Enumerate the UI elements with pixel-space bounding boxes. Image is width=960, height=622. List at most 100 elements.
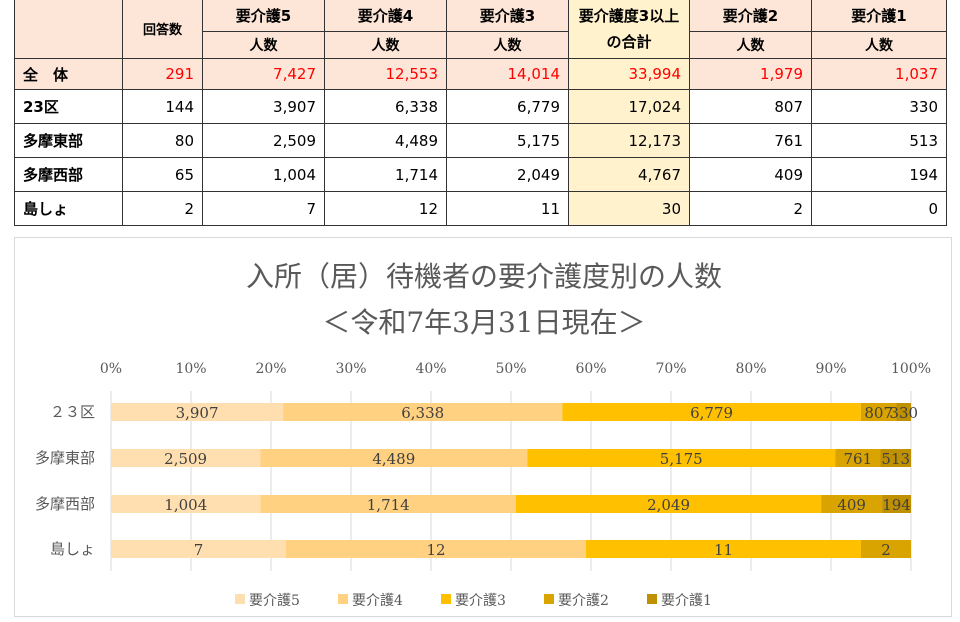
table-row: 23区 144 3,907 6,338 6,779 17,024 807 330 [14, 89, 947, 124]
cell-c2: 1,979 [689, 58, 812, 90]
data-label: 2,509 [164, 450, 207, 468]
legend-swatch [647, 594, 657, 604]
cell-c1: 0 [811, 191, 947, 226]
x-tick-label: 0% [100, 361, 122, 377]
bar-segment [111, 449, 261, 467]
data-table: 回答数 要介護5 要介護4 要介護3 要介護度3以上の合計 要介護2 要介護1 … [14, 0, 947, 226]
stacked-bar-chart: 入所（居）待機者の要介護度別の人数 ＜令和7年3月31日現在＞ 0% 10% 20% 30… [14, 237, 952, 617]
cell-c3: 11 [446, 191, 569, 226]
data-label: 11 [714, 541, 733, 559]
x-tick-label: 20% [255, 361, 286, 377]
bar-segment [260, 449, 528, 467]
x-tick-label: 40% [415, 361, 446, 377]
legend-swatch [544, 594, 554, 604]
bar-segment [882, 495, 911, 513]
cell-c3: 6,779 [446, 89, 569, 124]
legend-label: 要介護1 [661, 593, 712, 609]
bar-segment [586, 540, 861, 558]
legend-label: 要介護4 [352, 593, 403, 609]
x-tick-label: 60% [575, 361, 606, 377]
cell-c3: 5,175 [446, 123, 569, 158]
cell-c2: 807 [689, 89, 812, 124]
table-row: 多摩東部 80 2,509 4,489 5,175 12,173 761 513 [14, 123, 947, 158]
table-row: 多摩西部 65 1,004 1,714 2,049 4,767 409 194 [14, 157, 947, 192]
data-label: 409 [837, 496, 866, 514]
x-tick-label: 30% [335, 361, 366, 377]
data-label: 4,489 [372, 450, 415, 468]
header-c5: 要介護5 [202, 0, 325, 32]
cell-c3plus: 30 [568, 191, 690, 226]
x-tick-label: 70% [655, 361, 686, 377]
cell-label: 全 体 [14, 58, 123, 90]
bar-segment [515, 495, 822, 513]
cell-c5: 7 [202, 191, 325, 226]
cell-c3: 2,049 [446, 157, 569, 192]
header-sub: 人数 [689, 31, 812, 59]
cell-responses: 65 [122, 157, 203, 192]
legend-label: 要介護2 [558, 593, 609, 609]
cell-c3: 14,014 [446, 58, 569, 90]
cell-c2: 2 [689, 191, 812, 226]
cell-c4: 12 [324, 191, 447, 226]
category-label: 多摩西部 [35, 495, 95, 513]
data-label: 1,004 [164, 496, 207, 514]
data-label: 6,338 [401, 404, 444, 422]
cell-c1: 513 [811, 123, 947, 158]
cell-c1: 330 [811, 89, 947, 124]
header-sub: 人数 [202, 31, 325, 59]
data-label: 2 [881, 541, 891, 559]
bar-segment [880, 449, 911, 467]
bar-segment [821, 495, 883, 513]
cell-c5: 7,427 [202, 58, 325, 90]
x-tick-label: 10% [175, 361, 206, 377]
cell-responses: 291 [122, 58, 203, 90]
x-tick-label: 90% [815, 361, 846, 377]
category-label: ２３区 [50, 403, 95, 421]
cell-label: 多摩西部 [14, 157, 123, 192]
bar-segment [861, 540, 911, 558]
cell-c4: 12,553 [324, 58, 447, 90]
cell-label: 23区 [14, 89, 123, 124]
bar-segment [835, 449, 881, 467]
cell-c5: 3,907 [202, 89, 325, 124]
data-label: 1,714 [367, 496, 410, 514]
bar-segment [896, 403, 911, 421]
x-tick-label: 80% [735, 361, 766, 377]
x-tick-label: 50% [495, 361, 526, 377]
bar-segment [527, 449, 836, 467]
header-c2: 要介護2 [689, 0, 812, 32]
data-label: 761 [844, 450, 873, 468]
x-tick-label: 100% [891, 361, 931, 377]
table-row: 島しょ 2 7 12 11 30 2 0 [14, 191, 947, 226]
category-label: 多摩東部 [35, 449, 95, 467]
bar-segment [111, 495, 261, 513]
cell-c5: 1,004 [202, 157, 325, 192]
table-row: 全 体 291 7,427 12,553 14,014 33,994 1,979 1,037 [14, 58, 947, 90]
bar-segment [562, 403, 861, 421]
data-label: 513 [881, 450, 910, 468]
legend-label: 要介護5 [249, 593, 300, 609]
cell-c4: 1,714 [324, 157, 447, 192]
cell-c3plus: 4,767 [568, 157, 690, 192]
cell-label: 多摩東部 [14, 123, 123, 158]
data-label: 2,049 [647, 496, 690, 514]
cell-c3plus: 12,173 [568, 123, 690, 158]
data-label: 3,907 [176, 404, 219, 422]
cell-responses: 144 [122, 89, 203, 124]
bar-segment [286, 540, 586, 558]
header-corner [14, 0, 123, 59]
header-sub: 人数 [811, 31, 947, 59]
bar-segment [111, 540, 286, 558]
legend-label: 要介護3 [455, 593, 506, 609]
bar-segment [260, 495, 516, 513]
legend-swatch [235, 594, 245, 604]
data-label: 330 [889, 404, 918, 422]
data-label: 807 [864, 404, 893, 422]
legend-swatch [338, 594, 348, 604]
chart-subtitle: ＜令和7年3月31日現在＞ [322, 306, 645, 339]
cell-c3plus: 33,994 [568, 58, 690, 90]
legend-swatch [441, 594, 451, 604]
data-label: 5,175 [660, 450, 703, 468]
header-c1: 要介護1 [811, 0, 947, 32]
cell-label: 島しょ [14, 191, 123, 226]
